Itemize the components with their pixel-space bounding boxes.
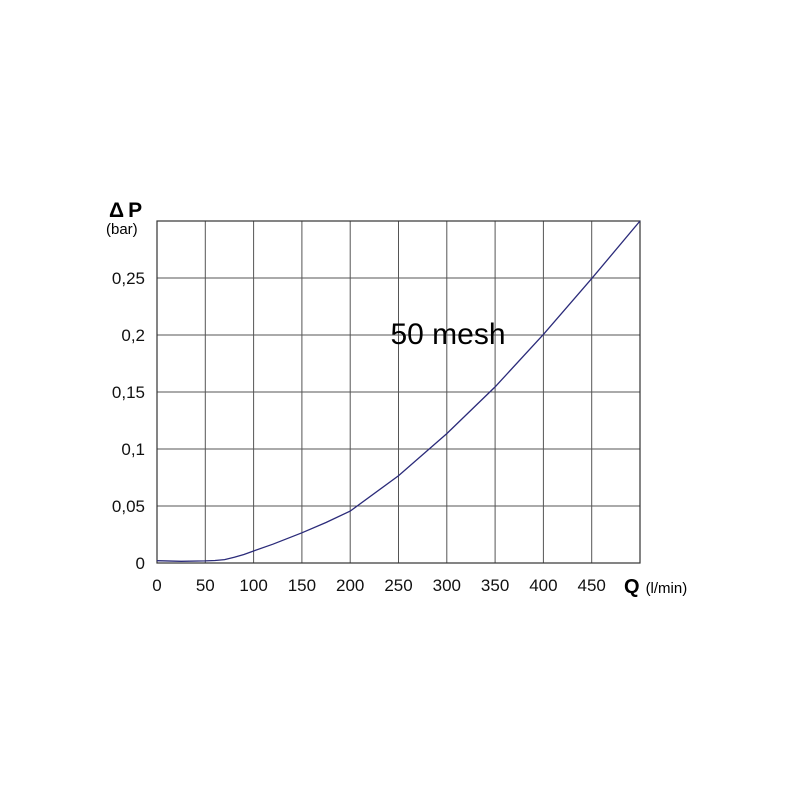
series-line — [156, 220, 641, 562]
x-tick-label: 350 — [481, 576, 509, 595]
x-axis-unit: (l/min) — [646, 580, 688, 597]
y-tick-label: 0,1 — [121, 440, 145, 459]
y-axis-variable: P — [128, 199, 142, 222]
grid-lines — [157, 221, 640, 563]
x-axis-label: Q (l/min) — [624, 576, 687, 598]
x-tick-label: 50 — [196, 576, 215, 595]
x-tick-label: 250 — [384, 576, 412, 595]
x-tick-label: 450 — [578, 576, 606, 595]
y-tick-labels: 0 0,05 0,1 0,15 0,2 0,25 — [112, 269, 145, 573]
plot-frame — [156, 220, 641, 564]
annotation-label: 50 mesh — [390, 318, 505, 351]
x-axis-variable: Q — [624, 576, 640, 598]
y-tick-label: 0,2 — [121, 326, 145, 345]
x-tick-label: 0 — [152, 576, 161, 595]
x-tick-label: 200 — [336, 576, 364, 595]
x-tick-label: 150 — [288, 576, 316, 595]
y-tick-label: 0,25 — [112, 269, 145, 288]
x-tick-label: 300 — [433, 576, 461, 595]
x-tick-label: 100 — [239, 576, 267, 595]
x-tick-labels: 0 50 100 150 200 250 300 350 400 450 — [152, 576, 606, 595]
x-tick-label: 400 — [529, 576, 557, 595]
y-tick-label: 0 — [136, 554, 145, 573]
y-axis-unit: (bar) — [106, 221, 138, 238]
y-tick-label: 0,15 — [112, 383, 145, 402]
y-tick-label: 0,05 — [112, 497, 145, 516]
delta-symbol: Δ — [109, 199, 124, 222]
